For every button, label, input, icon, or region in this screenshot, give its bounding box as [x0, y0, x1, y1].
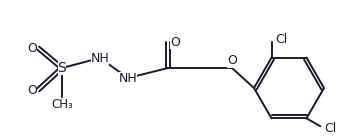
- Text: NH: NH: [91, 52, 109, 65]
- Text: O: O: [27, 83, 37, 96]
- Text: Cl: Cl: [275, 33, 288, 46]
- Text: Cl: Cl: [324, 122, 337, 135]
- Text: O: O: [227, 55, 237, 68]
- Text: S: S: [58, 61, 66, 75]
- Text: CH₃: CH₃: [51, 99, 73, 112]
- Text: NH: NH: [119, 72, 138, 85]
- Text: O: O: [27, 42, 37, 55]
- Text: O: O: [170, 35, 180, 48]
